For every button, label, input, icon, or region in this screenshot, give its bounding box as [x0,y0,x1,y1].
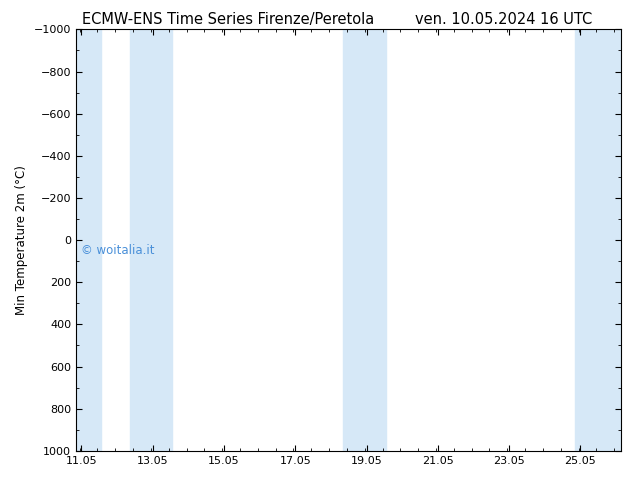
Bar [575,29,621,451]
Text: ECMW-ENS Time Series Firenze/Peretola: ECMW-ENS Time Series Firenze/Peretola [82,12,375,27]
Text: ven. 10.05.2024 16 UTC: ven. 10.05.2024 16 UTC [415,12,593,27]
Bar [344,29,386,451]
Y-axis label: Min Temperature 2m (°C): Min Temperature 2m (°C) [15,165,29,315]
Bar [129,29,172,451]
Bar [76,29,101,451]
Text: © woitalia.it: © woitalia.it [81,244,155,257]
